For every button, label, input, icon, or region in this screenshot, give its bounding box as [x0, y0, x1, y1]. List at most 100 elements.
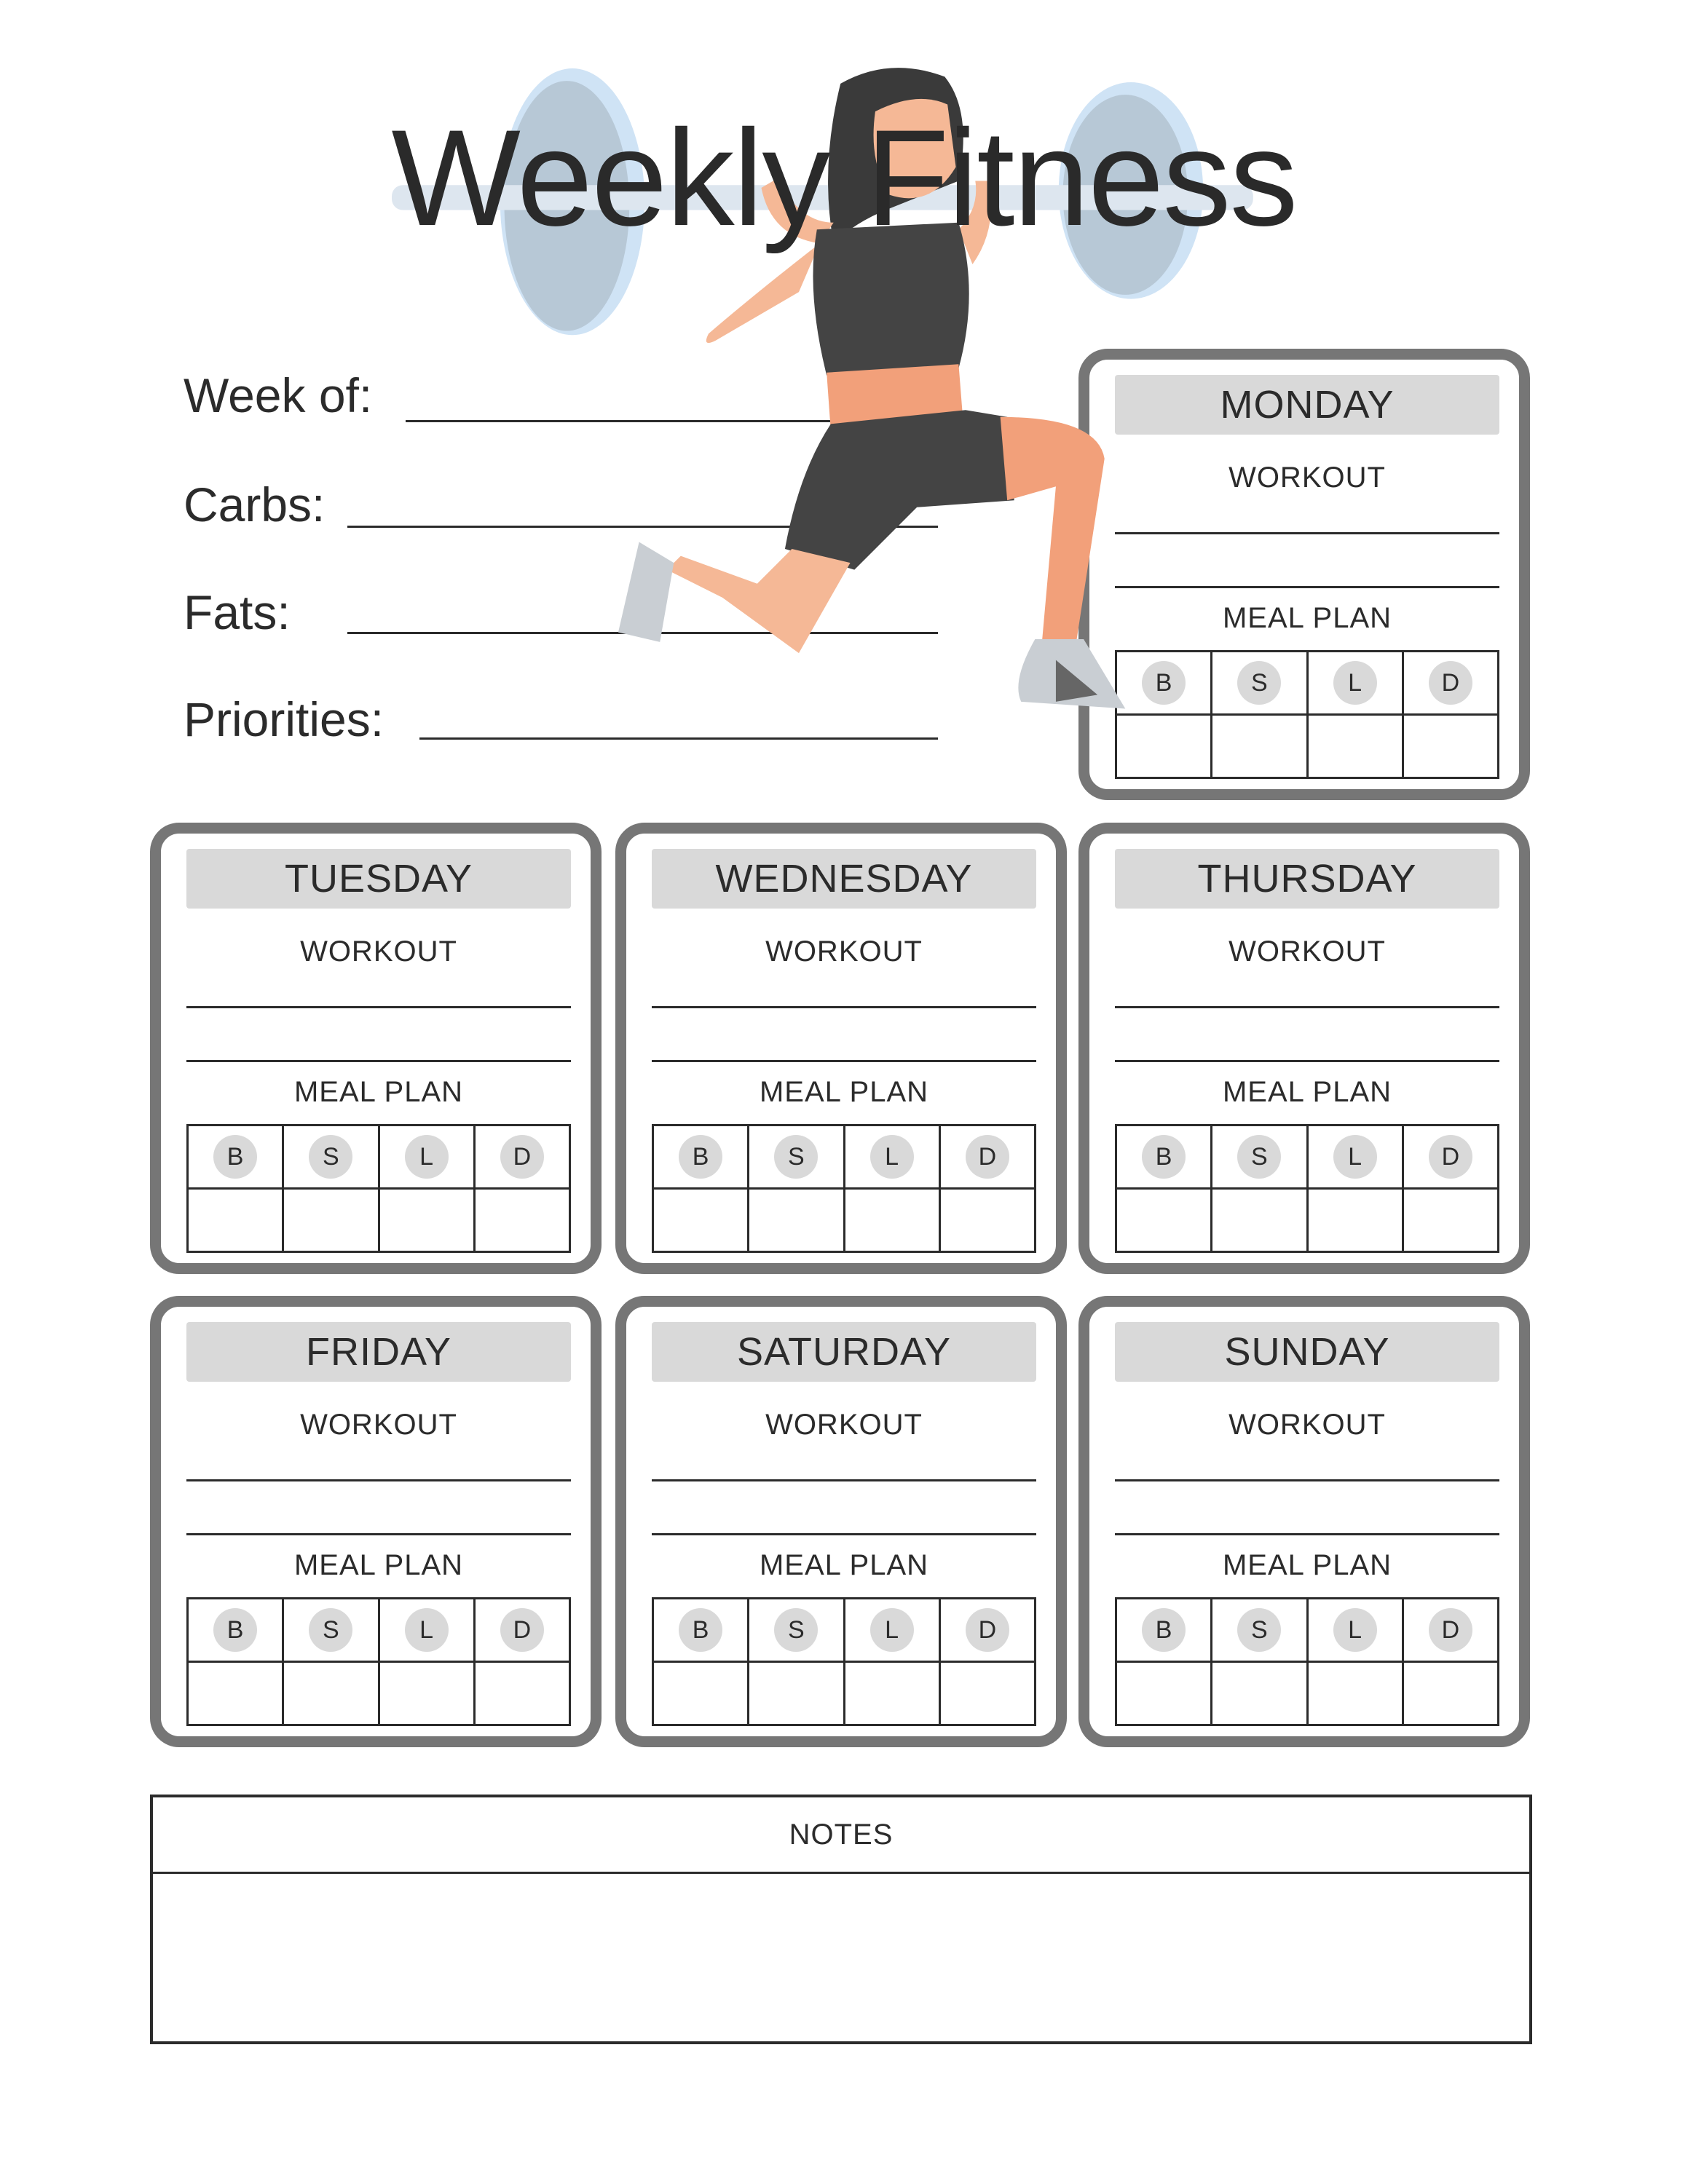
- meal-header-cell: L: [1306, 1597, 1404, 1663]
- workout-line[interactable]: [1115, 1006, 1499, 1008]
- meal-entry-cell[interactable]: [747, 1661, 845, 1726]
- meal-entry-cell[interactable]: [843, 1187, 941, 1253]
- meal-header-cell: S: [747, 1597, 845, 1663]
- meal-header-cell: D: [473, 1597, 572, 1663]
- meal-badge: S: [774, 1135, 819, 1179]
- meal-entry-cell[interactable]: [1210, 1187, 1309, 1253]
- meal-entry-cell[interactable]: [651, 1187, 750, 1253]
- meal-header-cell: L: [377, 1124, 476, 1190]
- meal-badge: L: [404, 1135, 449, 1179]
- meal-badge: D: [1428, 1608, 1472, 1652]
- meal-header-cell: B: [1114, 1597, 1213, 1663]
- meal-entry-cell[interactable]: [282, 1187, 380, 1253]
- meal-badge: D: [1428, 1135, 1472, 1179]
- day-title: FRIDAY: [186, 1322, 571, 1382]
- workout-label: WORKOUT: [300, 935, 457, 968]
- workout-line[interactable]: [186, 1533, 571, 1535]
- meal-entry-cell[interactable]: [186, 1187, 285, 1253]
- meal-badge: L: [1333, 1135, 1377, 1179]
- meal-header-cell: B: [186, 1124, 285, 1190]
- meal-entry-cell[interactable]: [938, 1187, 1037, 1253]
- meal-entry-cell[interactable]: [843, 1661, 941, 1726]
- field-label: Week of:: [184, 368, 373, 422]
- meal-header-cell: B: [1114, 650, 1213, 716]
- meal-header-cell: S: [1210, 650, 1309, 716]
- meal-entry-cell[interactable]: [377, 1661, 476, 1726]
- meal-header-cell: L: [377, 1597, 476, 1663]
- field-input-line[interactable]: [347, 526, 938, 528]
- workout-line[interactable]: [186, 1006, 571, 1008]
- workout-line[interactable]: [186, 1479, 571, 1481]
- meal-entry-cell[interactable]: [651, 1661, 750, 1726]
- meal-header-cell: L: [843, 1597, 941, 1663]
- meal-entry-cell[interactable]: [1306, 1661, 1404, 1726]
- day-card-wednesday: WEDNESDAY WORKOUT MEAL PLAN B S L D: [615, 823, 1067, 1274]
- meal-entry-cell[interactable]: [938, 1661, 1037, 1726]
- meal-header-cell: D: [1401, 1124, 1500, 1190]
- meal-entry-cell[interactable]: [1401, 1661, 1500, 1726]
- field-input-line[interactable]: [347, 632, 938, 634]
- meal-entry-cell[interactable]: [1306, 713, 1404, 779]
- meal-badge: B: [1142, 661, 1186, 705]
- meal-entry-cell[interactable]: [377, 1187, 476, 1253]
- meal-badge: B: [213, 1135, 258, 1179]
- meal-plan-label: MEAL PLAN: [1222, 1549, 1392, 1581]
- workout-line[interactable]: [1115, 1533, 1499, 1535]
- meal-plan-label: MEAL PLAN: [759, 1549, 929, 1581]
- page-title: Weekly Fitness: [391, 101, 1298, 254]
- field-input-line[interactable]: [419, 737, 938, 740]
- meal-plan-label: MEAL PLAN: [1222, 1076, 1392, 1108]
- meal-header-cell: B: [186, 1597, 285, 1663]
- workout-line[interactable]: [1115, 586, 1499, 588]
- meal-header-cell: L: [1306, 650, 1404, 716]
- meal-badge: D: [1428, 661, 1472, 705]
- meal-header-cell: L: [1306, 1124, 1404, 1190]
- workout-line[interactable]: [1115, 1060, 1499, 1062]
- meal-badge: S: [309, 1135, 353, 1179]
- workout-label: WORKOUT: [1228, 935, 1386, 968]
- meal-entry-cell[interactable]: [747, 1187, 845, 1253]
- meal-plan-label: MEAL PLAN: [293, 1076, 464, 1108]
- meal-header-cell: S: [1210, 1597, 1309, 1663]
- meal-plan-label: MEAL PLAN: [759, 1076, 929, 1108]
- notes-box[interactable]: NOTES: [150, 1795, 1532, 2044]
- day-title: WEDNESDAY: [652, 849, 1036, 909]
- meal-plan-label: MEAL PLAN: [1222, 602, 1392, 634]
- meal-entry-cell[interactable]: [1114, 713, 1213, 779]
- day-card-friday: FRIDAY WORKOUT MEAL PLAN B S L D: [150, 1296, 602, 1747]
- workout-line[interactable]: [652, 1479, 1036, 1481]
- workout-line[interactable]: [652, 1006, 1036, 1008]
- meal-entry-cell[interactable]: [473, 1661, 572, 1726]
- meal-header-cell: D: [1401, 650, 1500, 716]
- meal-badge: L: [869, 1608, 914, 1652]
- workout-line[interactable]: [186, 1060, 571, 1062]
- workout-line[interactable]: [1115, 1479, 1499, 1481]
- field-input-line[interactable]: [406, 420, 938, 422]
- meal-entry-cell[interactable]: [282, 1661, 380, 1726]
- meal-entry-cell[interactable]: [1210, 713, 1309, 779]
- day-title: SUNDAY: [1115, 1322, 1499, 1382]
- day-card-monday: MONDAY WORKOUT MEAL PLAN B S L D: [1078, 349, 1530, 800]
- meal-entry-cell[interactable]: [1114, 1661, 1213, 1726]
- meal-entry-cell[interactable]: [1306, 1187, 1404, 1253]
- meal-badge: S: [774, 1608, 819, 1652]
- meal-header-cell: L: [843, 1124, 941, 1190]
- meal-entry-cell[interactable]: [186, 1661, 285, 1726]
- workout-label: WORKOUT: [765, 1409, 923, 1441]
- meal-entry-cell[interactable]: [473, 1187, 572, 1253]
- workout-line[interactable]: [1115, 532, 1499, 534]
- meal-entry-cell[interactable]: [1210, 1661, 1309, 1726]
- workout-label: WORKOUT: [1228, 1409, 1386, 1441]
- meal-entry-cell[interactable]: [1401, 1187, 1500, 1253]
- workout-line[interactable]: [652, 1533, 1036, 1535]
- day-title: SATURDAY: [652, 1322, 1036, 1382]
- meal-entry-cell[interactable]: [1401, 713, 1500, 779]
- workout-label: WORKOUT: [1228, 462, 1386, 494]
- meal-entry-cell[interactable]: [1114, 1187, 1213, 1253]
- meal-badge: B: [213, 1608, 258, 1652]
- workout-line[interactable]: [652, 1060, 1036, 1062]
